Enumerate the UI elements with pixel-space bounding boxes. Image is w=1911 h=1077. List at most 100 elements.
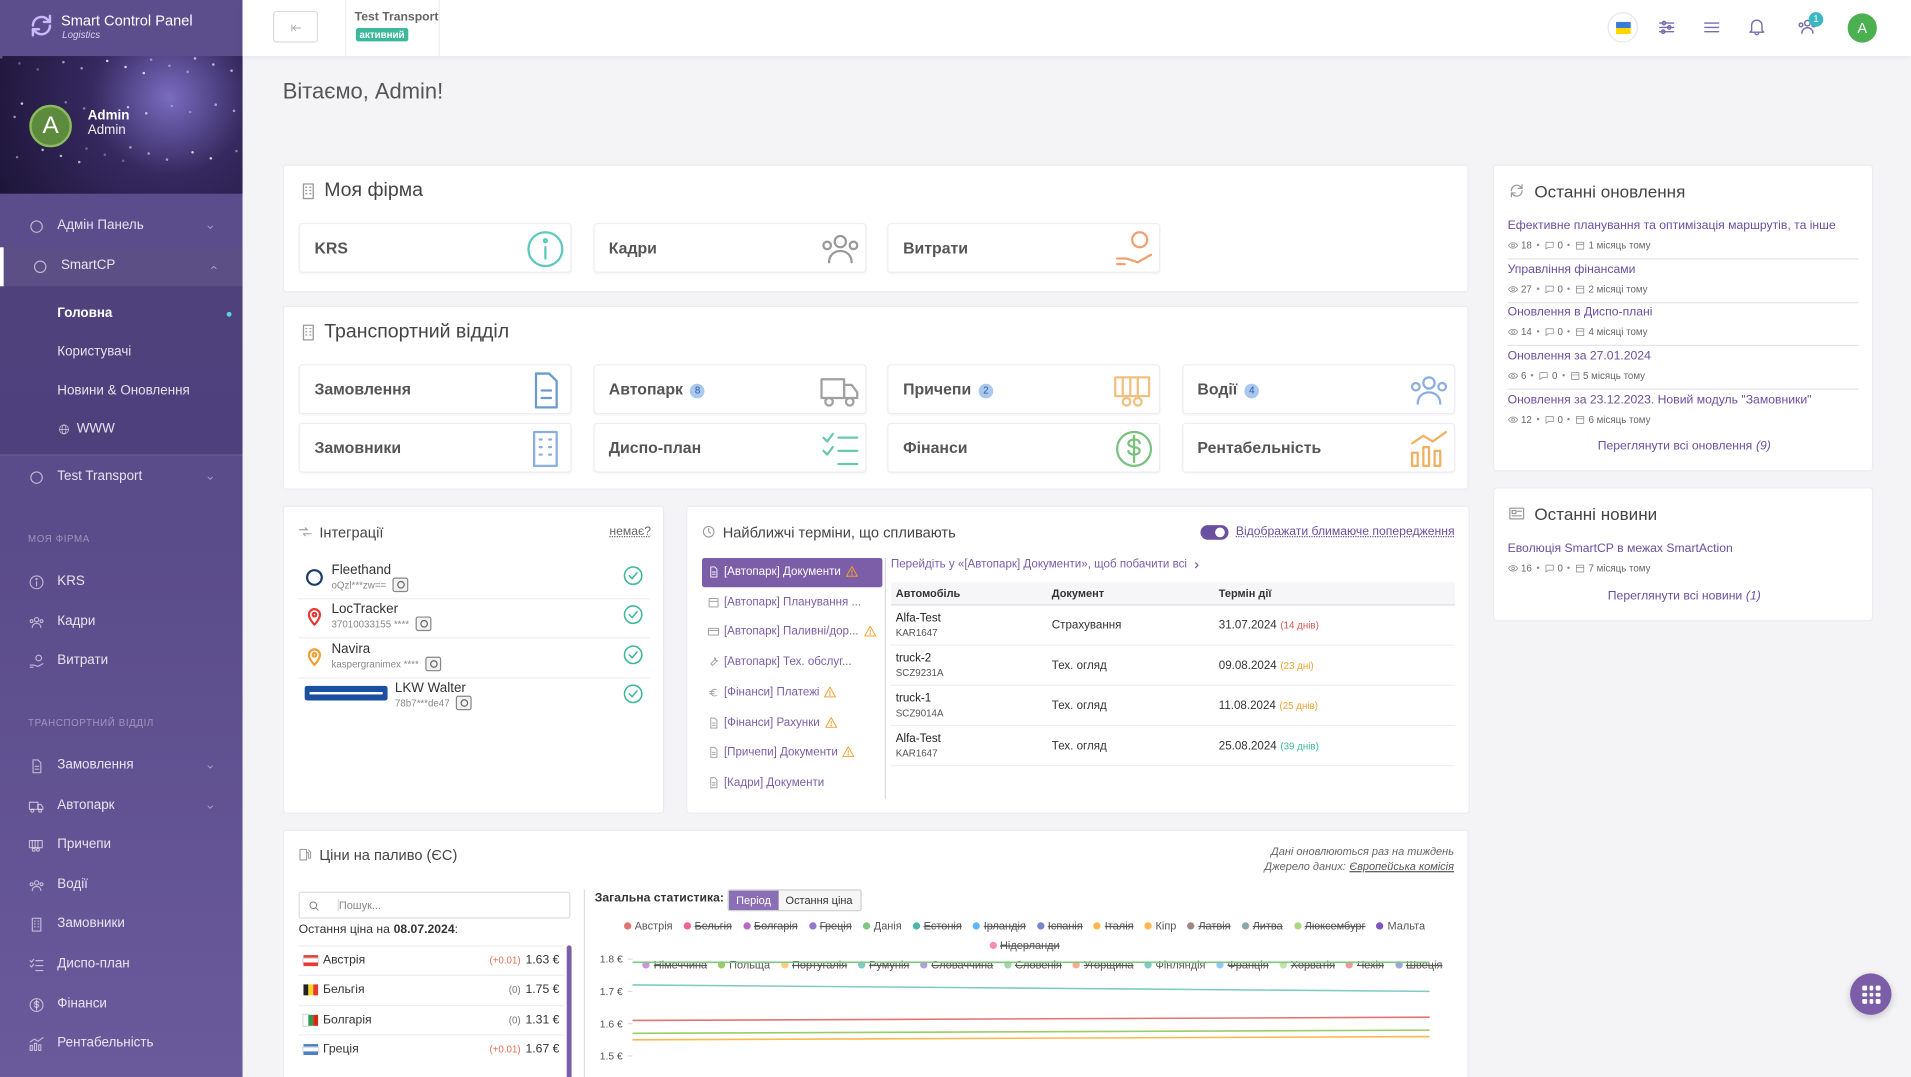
feed-item[interactable]: Оновлення за 27.01.2024 6 0 5 місяць тому xyxy=(1507,349,1859,390)
tile[interactable]: KRS xyxy=(298,222,572,273)
feed-item[interactable]: Ефективне планування та оптимізація марш… xyxy=(1507,218,1859,260)
feed-item[interactable]: Оновлення в Диспо-плані 14 0 4 місяці тому xyxy=(1507,305,1859,347)
legend-item[interactable]: Мальта xyxy=(1376,916,1425,935)
icon-stroke xyxy=(31,24,52,36)
deadline-tab[interactable]: [Фінанси] Платежі xyxy=(702,678,882,707)
meta-dot xyxy=(1536,417,1540,421)
tile[interactable]: Рентабельність xyxy=(1181,422,1455,473)
tile[interactable]: Диспо-план xyxy=(592,422,866,473)
toggle-label[interactable]: Відображати блимаюче попередження xyxy=(1235,525,1455,539)
tile[interactable]: Водії 4 xyxy=(1181,364,1455,415)
deadline-tab[interactable]: [Причепи] Документи xyxy=(702,739,882,768)
link-count[interactable]: (1) xyxy=(1745,589,1761,604)
icon-stroke xyxy=(1545,285,1554,293)
menu-item[interactable]: Диспо-план xyxy=(0,945,243,984)
apps-button[interactable] xyxy=(1850,973,1892,1015)
tile[interactable]: Замовники xyxy=(298,422,572,473)
feed-item[interactable]: Оновлення за 23.12.2023. Новий модуль "З… xyxy=(1508,392,1859,433)
integration-settings[interactable] xyxy=(455,695,472,711)
menu-item[interactable]: Користувачі xyxy=(0,334,243,373)
icon-stroke xyxy=(302,183,314,200)
link-text[interactable]: Переглянути всі оновлення xyxy=(1597,439,1753,454)
menu-item[interactable]: SmartCP xyxy=(0,247,243,287)
status-check xyxy=(623,645,643,665)
menu-item[interactable]: Причепи xyxy=(0,826,243,865)
plate: SCZ9231A xyxy=(895,667,944,679)
menu-item[interactable]: Витрати xyxy=(0,642,243,681)
tile[interactable]: Витрати xyxy=(887,222,1161,273)
tile[interactable]: Замовлення xyxy=(298,364,572,415)
company-tab[interactable]: Test Transport активний xyxy=(344,0,440,57)
legend-item[interactable]: Люксембург xyxy=(1293,916,1366,935)
legend-item[interactable]: Литва xyxy=(1241,916,1283,935)
legend-item[interactable]: Іспанія xyxy=(1036,916,1083,935)
legend-item[interactable]: Австрія xyxy=(623,916,673,935)
top-avatar[interactable]: A xyxy=(1847,13,1877,43)
tile[interactable]: Кадри xyxy=(592,222,866,273)
app-name: Smart Control Panel xyxy=(60,12,193,30)
mode-button[interactable]: Остання ціна xyxy=(778,890,860,911)
legend-item[interactable]: Естонія xyxy=(912,916,962,935)
deadline-tab[interactable]: [Автопарк] Планування ... xyxy=(702,588,882,617)
menu-item[interactable]: Кадри xyxy=(0,603,243,642)
menu-item[interactable]: Фінанси xyxy=(0,985,243,1024)
language-flag[interactable] xyxy=(1607,12,1638,43)
icon-stroke xyxy=(824,716,837,728)
menu-item[interactable]: KRS xyxy=(0,563,243,602)
menu-item[interactable]: Новини & Оновлення xyxy=(0,373,243,412)
legend-item[interactable]: Нідерланди xyxy=(989,936,1060,955)
icon-stroke xyxy=(1576,415,1585,424)
menu-item[interactable]: Водії xyxy=(0,866,243,905)
integration-settings[interactable] xyxy=(424,656,441,672)
legend-item[interactable]: Ірландія xyxy=(972,916,1026,935)
integration-key: oQzl***zw== xyxy=(331,579,387,591)
legend-item[interactable]: Болгарія xyxy=(742,916,798,935)
menu-item[interactable]: Замовники xyxy=(0,906,243,945)
menu-item[interactable]: Адмін Панель xyxy=(0,207,243,246)
deadline-link[interactable]: Перейдіть у «[Автопарк] Документи», щоб … xyxy=(890,557,1187,572)
table-row: truck-1 SCZ9014A Тех. огляд 11.08.2024 (25 д… xyxy=(890,686,1456,727)
menu-item[interactable]: Автопарк xyxy=(0,787,243,826)
legend-swatch xyxy=(642,961,651,969)
icon-stroke xyxy=(311,612,318,619)
feed-item[interactable]: Управління фінансами 27 0 2 місяці тому xyxy=(1507,262,1859,303)
menu-item[interactable]: Замовлення xyxy=(0,747,243,786)
feed-item[interactable]: Еволюція SmartCP в межах SmartAction 16 0 7… xyxy=(1508,541,1859,582)
menu-item[interactable]: Головна xyxy=(0,295,243,334)
all-link[interactable]: Переглянути всі оновлення (9) xyxy=(1494,440,1874,453)
legend-item[interactable]: Кіпр xyxy=(1144,916,1176,935)
legend-item[interactable]: Греція xyxy=(808,916,852,935)
deadline-tab[interactable]: [Автопарк] Тех. обслуг... xyxy=(702,648,882,677)
star xyxy=(142,71,145,74)
tile[interactable]: Причепи 2 xyxy=(887,364,1161,415)
deadline-tab[interactable]: [Автопарк] Документи xyxy=(702,557,883,588)
icon-stroke xyxy=(30,808,35,813)
legend-item[interactable]: Данія xyxy=(862,916,902,935)
tile[interactable]: Автопарк 8 xyxy=(592,364,866,415)
search-box[interactable]: Пошук... xyxy=(298,891,571,919)
menu-item[interactable]: WWW xyxy=(0,411,243,450)
legend-item[interactable]: Латвія xyxy=(1187,916,1231,935)
price: 1.75 € xyxy=(525,983,560,998)
deadline-tab[interactable]: [Автопарк] Паливні/дор... xyxy=(702,618,882,647)
icon-stroke xyxy=(710,657,718,667)
tile[interactable]: Фінанси xyxy=(887,422,1161,473)
legend-item[interactable]: Бельгія xyxy=(683,916,732,935)
legend-label: Данія xyxy=(873,919,902,932)
deadline-tab[interactable]: [Кадри] Документи xyxy=(702,769,882,798)
mode-button[interactable]: Період xyxy=(728,890,779,911)
legend-item[interactable]: Італія xyxy=(1093,916,1134,935)
all-link[interactable]: Переглянути всі новини (1) xyxy=(1494,590,1874,603)
menu-item[interactable]: Test Transport xyxy=(0,458,243,497)
source-link[interactable]: Європейська комісія xyxy=(1349,860,1454,873)
toggle[interactable] xyxy=(1200,525,1229,540)
card-link[interactable]: немає? xyxy=(609,525,652,539)
back-button[interactable] xyxy=(273,10,319,43)
menu-item[interactable]: Рентабельність xyxy=(0,1025,243,1064)
deadline-tab[interactable]: [Фінанси] Рахунки xyxy=(702,708,882,737)
link-text[interactable]: Переглянути всі новини xyxy=(1607,589,1743,604)
integration-settings[interactable] xyxy=(392,577,409,593)
integration-settings[interactable] xyxy=(415,616,431,632)
link-count[interactable]: (9) xyxy=(1755,439,1771,454)
status-check xyxy=(623,566,643,586)
